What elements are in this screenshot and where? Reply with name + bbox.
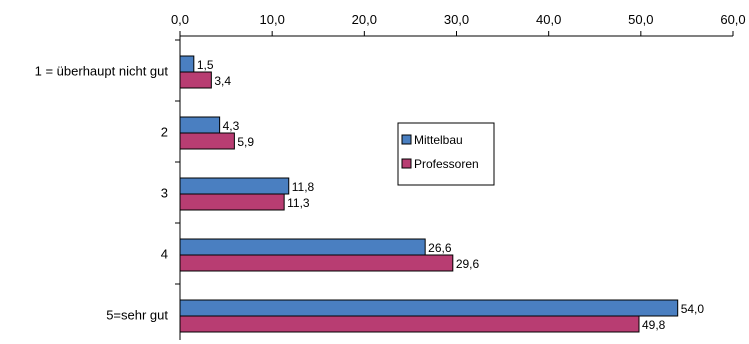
x-tick-label: 0,0 bbox=[171, 12, 189, 27]
data-label: 11,3 bbox=[287, 196, 310, 210]
bar-mittelbau bbox=[179, 238, 426, 256]
data-label: 5,9 bbox=[237, 135, 254, 149]
bar-professoren bbox=[179, 132, 235, 150]
category-label: 5=sehr gut bbox=[106, 308, 168, 323]
legend-swatch bbox=[401, 134, 412, 145]
x-tick-label: 30,0 bbox=[444, 12, 469, 27]
bar-mittelbau bbox=[179, 55, 195, 73]
category-label: 2 bbox=[161, 125, 168, 140]
x-tick-label: 20,0 bbox=[352, 12, 377, 27]
category-label: 3 bbox=[161, 186, 168, 201]
x-tick-label: 50,0 bbox=[628, 12, 653, 27]
category-label: 4 bbox=[161, 247, 168, 262]
data-label: 26,6 bbox=[428, 241, 452, 255]
data-label: 1,5 bbox=[197, 58, 214, 72]
bar-professoren bbox=[179, 71, 212, 89]
data-label: 3,4 bbox=[214, 74, 231, 88]
x-tick-label: 10,0 bbox=[260, 12, 285, 27]
legend-label: Professoren bbox=[414, 157, 479, 171]
bar-professoren bbox=[179, 254, 454, 272]
legend: Mittelbau Professoren bbox=[397, 122, 495, 186]
legend-box bbox=[397, 122, 495, 186]
bar-mittelbau bbox=[179, 299, 679, 317]
bar-mittelbau bbox=[179, 116, 221, 134]
data-label: 4,3 bbox=[223, 119, 240, 133]
bar-professoren bbox=[179, 193, 285, 211]
x-tick-label: 40,0 bbox=[536, 12, 561, 27]
x-tick-label: 60,0 bbox=[720, 12, 745, 27]
bars-layer bbox=[179, 55, 679, 333]
data-label: 29,6 bbox=[456, 257, 480, 271]
data-label: 49,8 bbox=[642, 318, 666, 332]
legend-swatch bbox=[401, 158, 412, 169]
data-label: 54,0 bbox=[681, 302, 705, 316]
bar-professoren bbox=[179, 315, 640, 333]
legend-label: Mittelbau bbox=[414, 133, 463, 147]
category-label: 1 = überhaupt nicht gut bbox=[35, 64, 169, 79]
bar-mittelbau bbox=[179, 177, 290, 195]
labels-layer: 1 = überhaupt nicht gut 1,53,4 2 4,3 5,9 3 11,… bbox=[35, 58, 705, 332]
data-label: 11,8 bbox=[292, 180, 315, 194]
